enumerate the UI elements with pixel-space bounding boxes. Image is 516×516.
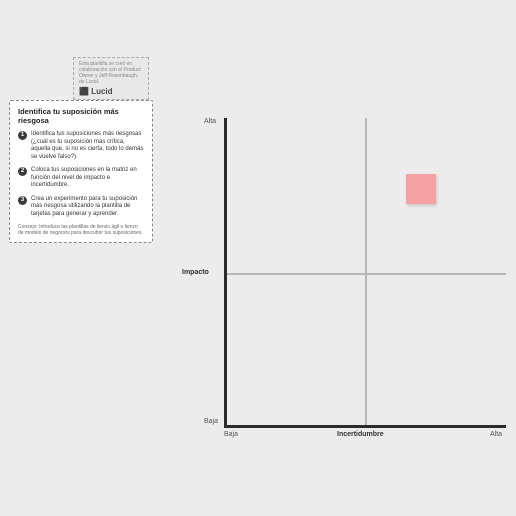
instruction-step: 3 Crea un experimento para tu suposición… (18, 196, 144, 219)
step-text: Identifica tus suposiciones más riesgosa… (31, 131, 144, 161)
instruction-step: 2 Coloca tus suposiciones en la matriz e… (18, 167, 144, 190)
instructions-panel: Identifica tu suposición más riesgosa 1 … (9, 100, 153, 243)
step-text: Coloca tus suposiciones en la matriz en … (31, 167, 144, 190)
x-axis-high: Alta (490, 431, 502, 438)
step-number-icon: 3 (18, 196, 27, 205)
risk-matrix-chart: Impacto Alta Baja Incertidumbre Baja Alt… (180, 110, 506, 440)
lucid-logo: ⬛ Lucid (79, 87, 143, 97)
y-axis-low: Baja (204, 418, 218, 425)
step-text: Crea un experimento para tu suposición m… (31, 196, 144, 219)
x-axis-label: Incertidumbre (337, 431, 384, 438)
attribution-box: Esta plantilla se creó en colaboración c… (73, 57, 149, 100)
step-number-icon: 2 (18, 167, 27, 176)
instructions-title: Identifica tu suposición más riesgosa (18, 107, 144, 125)
chart-midline-horizontal (224, 273, 506, 275)
chart-y-axis (224, 118, 227, 428)
attribution-text: Esta plantilla se creó en colaboración c… (79, 61, 141, 85)
step-number-icon: 1 (18, 131, 27, 140)
y-axis-high: Alta (204, 118, 216, 125)
y-axis-label: Impacto (182, 269, 209, 276)
sticky-note[interactable] (406, 174, 436, 204)
instruction-step: 1 Identifica tus suposiciones más riesgo… (18, 131, 144, 161)
chart-x-axis (224, 425, 506, 428)
instructions-tip: Consejo: Introduce las plantillas de lie… (18, 224, 144, 236)
x-axis-low: Baja (224, 431, 238, 438)
